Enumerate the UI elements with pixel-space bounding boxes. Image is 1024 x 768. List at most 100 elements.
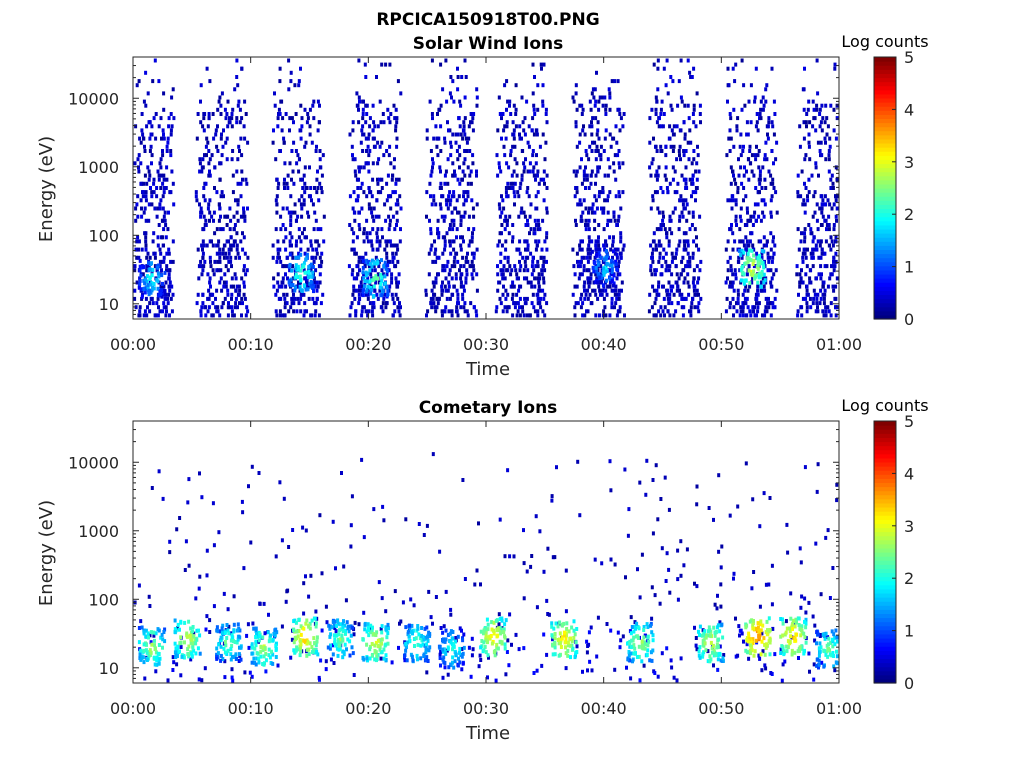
- solar-wind-cell: [140, 294, 144, 299]
- solar-wind-cell: [458, 268, 461, 273]
- solar-wind-cell: [605, 268, 609, 273]
- solar-wind-cell: [594, 243, 598, 248]
- solar-wind-cell: [211, 112, 215, 116]
- solar-wind-cell: [649, 268, 653, 273]
- solar-wind-cell: [808, 157, 812, 162]
- solar-wind-cell: [745, 132, 749, 137]
- solar-wind-cell: [763, 313, 767, 318]
- solar-wind-cell: [661, 124, 665, 129]
- solar-wind-cell: [272, 284, 276, 289]
- solar-wind-cell: [671, 149, 675, 153]
- solar-wind-cell: [829, 103, 833, 108]
- solar-wind-cell: [229, 218, 233, 223]
- solar-wind-cell: [352, 190, 356, 195]
- solar-wind-cell: [372, 305, 376, 310]
- solar-wind-cell: [531, 255, 535, 260]
- solar-wind-cell: [653, 301, 657, 306]
- solar-wind-cell: [159, 289, 163, 294]
- solar-wind-cell: [576, 202, 580, 207]
- cometary-cell: [375, 658, 378, 663]
- solar-wind-cell: [151, 239, 155, 244]
- cometary-cell: [342, 564, 346, 569]
- solar-wind-cell: [575, 107, 579, 112]
- cometary-cell: [422, 533, 426, 537]
- solar-wind-cell: [472, 305, 476, 310]
- solar-wind-cell: [606, 173, 610, 178]
- cometary-cell: [291, 528, 295, 532]
- solar-wind-cell: [170, 309, 174, 314]
- solar-wind-cell: [619, 235, 623, 240]
- solar-wind-cell: [587, 268, 591, 273]
- solar-wind-cell: [659, 124, 663, 129]
- solar-wind-cell: [224, 284, 228, 289]
- solar-wind-cell: [525, 296, 529, 301]
- solar-wind-cell: [588, 99, 592, 104]
- solar-wind-cell: [276, 124, 280, 129]
- solar-wind-cell: [218, 280, 222, 285]
- solar-wind-cell: [499, 169, 503, 174]
- cometary-cell: [613, 562, 617, 567]
- solar-wind-cell: [514, 124, 518, 129]
- solar-wind-cell: [675, 190, 679, 195]
- solar-wind-cell: [171, 239, 175, 244]
- solar-wind-cell: [678, 153, 681, 158]
- cometary-cell: [301, 525, 305, 530]
- solar-wind-cell: [680, 259, 684, 264]
- cometary-cell: [470, 653, 474, 658]
- solar-wind-cell: [530, 284, 534, 289]
- solar-wind-cell: [594, 313, 598, 318]
- solar-wind-cell: [227, 301, 230, 306]
- solar-wind-cell: [453, 206, 457, 211]
- solar-wind-cell: [774, 190, 778, 195]
- solar-wind-cell: [348, 194, 352, 199]
- solar-wind-cell: [395, 280, 399, 285]
- cometary-cell: [469, 674, 473, 679]
- cometary-cell: [157, 628, 161, 633]
- solar-wind-cell: [579, 259, 582, 264]
- solar-wind-cell: [611, 260, 615, 265]
- solar-wind-cell: [585, 177, 589, 182]
- solar-wind-cell: [729, 165, 733, 170]
- solar-wind-cell: [450, 309, 454, 314]
- solar-wind-cell: [466, 259, 470, 264]
- solar-wind-cell: [733, 177, 737, 182]
- solar-wind-cell: [815, 276, 818, 281]
- cometary-spectrogram: [133, 452, 839, 683]
- cometary-cell: [304, 621, 308, 626]
- solar-wind-cell: [534, 177, 537, 182]
- solar-wind-cell: [732, 107, 736, 112]
- solar-wind-cell: [271, 255, 275, 260]
- solar-wind-cell: [383, 247, 387, 252]
- cometary-cell: [313, 641, 317, 646]
- solar-wind-cell: [139, 140, 143, 145]
- solar-wind-cell: [148, 136, 152, 141]
- solar-wind-cell: [210, 239, 213, 244]
- cometary-cell: [540, 663, 544, 668]
- cometary-cell: [422, 652, 426, 657]
- solar-wind-cell: [748, 239, 752, 244]
- cometary-cell: [314, 643, 318, 648]
- solar-wind-cell: [542, 255, 546, 260]
- solar-wind-cell: [447, 309, 451, 314]
- solar-wind-cell: [359, 255, 363, 260]
- cometary-cell: [200, 678, 204, 683]
- solar-wind-cell: [459, 276, 463, 281]
- solar-wind-cell: [358, 99, 361, 104]
- cometary-cell: [368, 647, 372, 652]
- cometary-cell: [340, 633, 344, 638]
- solar-wind-cell: [824, 305, 828, 310]
- cometary-cell: [706, 649, 710, 654]
- solar-wind-cell: [614, 288, 618, 293]
- solar-wind-cell: [383, 292, 387, 297]
- solar-wind-cell: [741, 149, 745, 153]
- solar-wind-cell: [288, 128, 291, 133]
- solar-wind-cell: [738, 313, 742, 318]
- solar-wind-cell: [167, 284, 171, 289]
- solar-wind-cell: [651, 247, 655, 252]
- solar-wind-cell: [371, 214, 375, 219]
- cometary-cell: [542, 569, 546, 574]
- cometary-cell: [780, 678, 784, 683]
- cometary-cell: [350, 494, 354, 499]
- solar-wind-cell: [746, 305, 750, 310]
- solar-wind-cell: [571, 247, 575, 252]
